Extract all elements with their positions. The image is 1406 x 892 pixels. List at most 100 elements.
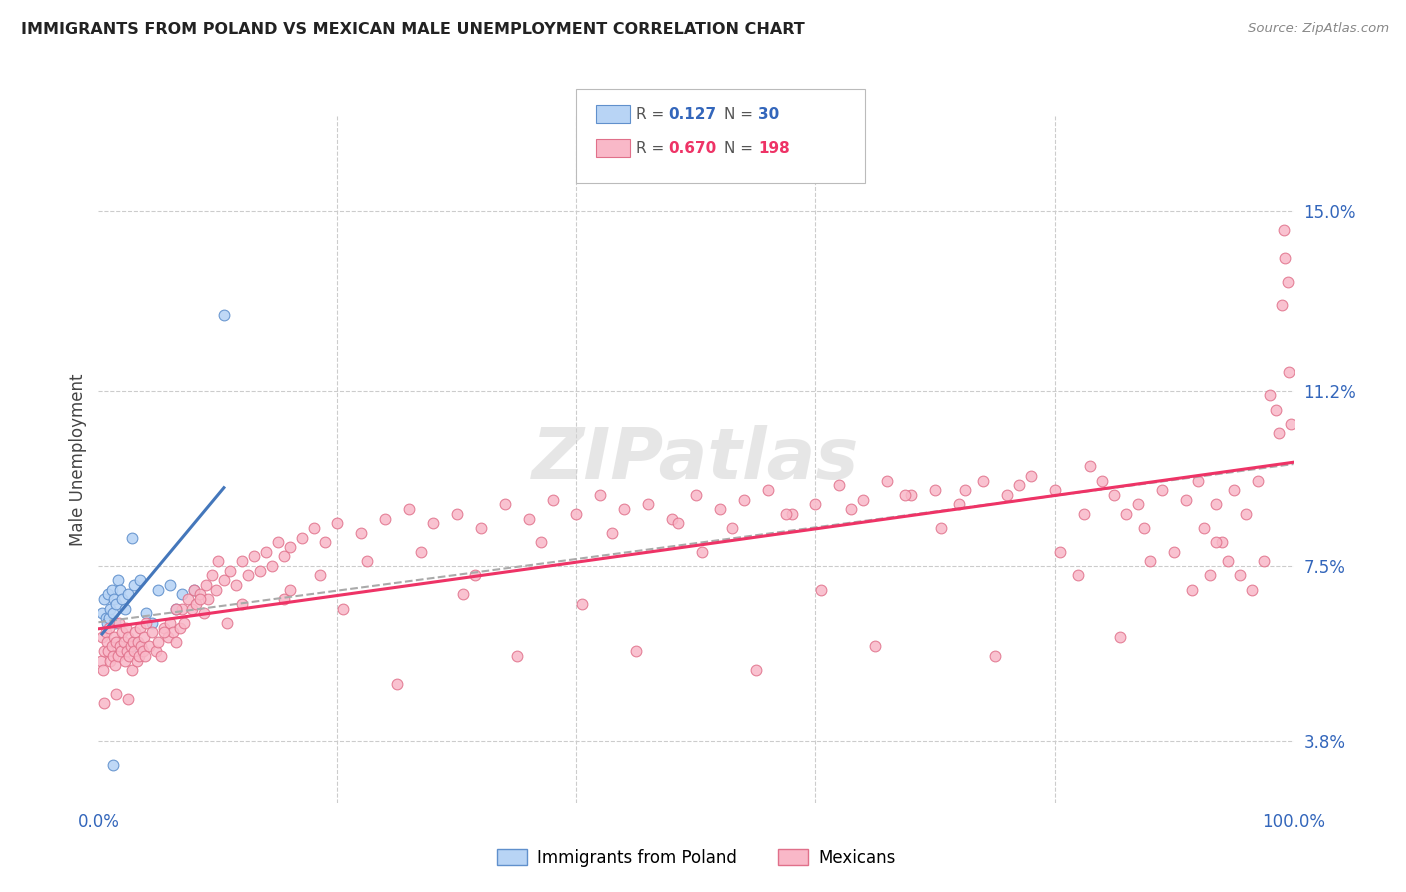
Point	[852, 492, 875, 507]
Point	[117, 691, 139, 706]
Point	[110, 644, 132, 658]
Point	[828, 478, 851, 492]
Point	[1274, 251, 1296, 265]
Point	[98, 601, 122, 615]
Point	[1205, 497, 1227, 511]
Point	[108, 582, 131, 597]
Point	[94, 611, 117, 625]
Point	[90, 654, 112, 668]
Point	[589, 488, 612, 502]
Point	[93, 696, 115, 710]
Point	[91, 630, 114, 644]
Point	[132, 630, 155, 644]
Point	[93, 592, 115, 607]
Point	[398, 502, 420, 516]
Point	[1278, 365, 1301, 379]
Point	[159, 578, 181, 592]
Point	[1192, 521, 1215, 535]
Point	[107, 615, 129, 630]
Point	[98, 611, 121, 625]
Point	[1091, 474, 1114, 488]
Point	[115, 621, 138, 635]
Point	[125, 654, 148, 668]
Point	[153, 625, 176, 640]
Point	[1139, 554, 1161, 568]
Point	[100, 640, 122, 654]
Point	[1279, 417, 1302, 431]
Point	[308, 568, 330, 582]
Point	[709, 502, 731, 516]
Point	[720, 521, 742, 535]
Point	[356, 554, 378, 568]
Point	[1150, 483, 1173, 498]
Point	[219, 564, 242, 578]
Point	[1007, 478, 1029, 492]
Point	[529, 535, 551, 549]
Point	[105, 687, 128, 701]
Point	[107, 573, 129, 587]
Point	[506, 648, 529, 663]
Point	[733, 492, 755, 507]
Point	[948, 497, 970, 511]
Point	[159, 615, 181, 630]
Point	[1128, 497, 1150, 511]
Point	[165, 601, 187, 615]
Text: 0.670: 0.670	[668, 141, 716, 155]
Point	[1222, 483, 1246, 498]
Point	[385, 677, 409, 691]
Point	[148, 582, 170, 597]
Point	[451, 587, 474, 601]
Point	[96, 634, 118, 648]
Point	[177, 592, 200, 607]
Text: N =: N =	[724, 107, 758, 121]
Point	[1229, 568, 1251, 582]
Point	[1163, 545, 1185, 559]
Point	[156, 630, 179, 644]
Point	[290, 531, 312, 545]
Point	[894, 488, 917, 502]
Point	[127, 634, 149, 648]
Point	[1246, 474, 1268, 488]
Point	[350, 525, 373, 540]
Y-axis label: Male Unemployment: Male Unemployment	[69, 373, 87, 546]
Point	[600, 525, 623, 540]
Point	[104, 615, 127, 630]
Point	[242, 549, 264, 564]
Point	[145, 644, 167, 658]
Point	[1102, 488, 1125, 502]
Point	[104, 658, 127, 673]
Point	[121, 663, 143, 677]
Point	[135, 607, 157, 621]
Point	[98, 654, 122, 668]
Point	[105, 597, 128, 611]
Point	[134, 648, 156, 663]
Point	[780, 507, 803, 521]
Point	[207, 554, 229, 568]
Point	[194, 578, 217, 592]
Point	[96, 615, 118, 630]
Point	[97, 587, 120, 601]
Point	[1080, 459, 1102, 474]
Legend: Immigrants from Poland, Mexicans: Immigrants from Poland, Mexicans	[489, 842, 903, 873]
Point	[153, 621, 176, 635]
Point	[1205, 535, 1227, 549]
Point	[225, 578, 247, 592]
Point	[624, 644, 647, 658]
Point	[121, 531, 143, 545]
Point	[1253, 554, 1275, 568]
Point	[326, 516, 349, 531]
Point	[1198, 568, 1220, 582]
Point	[114, 654, 136, 668]
Point	[446, 507, 468, 521]
Point	[1019, 469, 1042, 483]
Point	[186, 597, 208, 611]
Point	[131, 640, 153, 654]
Point	[1109, 630, 1132, 644]
Point	[422, 516, 444, 531]
Point	[169, 621, 191, 635]
Point	[1216, 554, 1239, 568]
Point	[332, 601, 354, 615]
Point	[117, 630, 139, 644]
Point	[839, 502, 862, 516]
Point	[470, 521, 492, 535]
